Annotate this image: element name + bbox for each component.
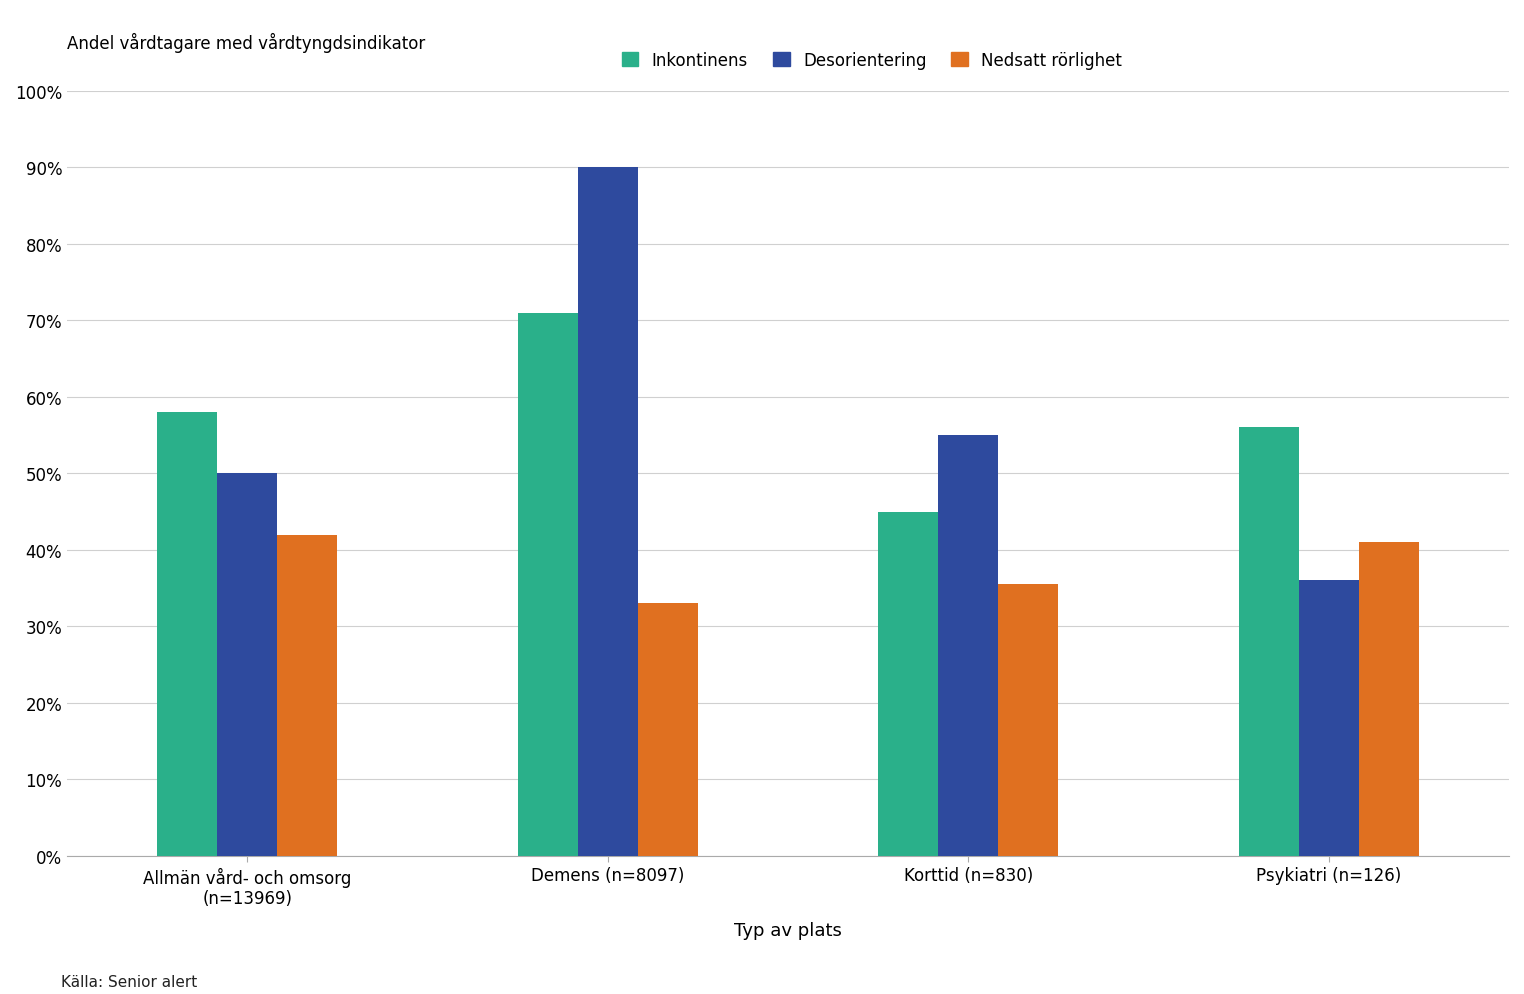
Bar <box>578 168 639 856</box>
Legend: Inkontinens, Desorientering, Nedsatt rörlighet: Inkontinens, Desorientering, Nedsatt rör… <box>616 45 1129 77</box>
Bar <box>639 603 698 856</box>
Bar <box>998 584 1058 856</box>
Text: Källa: Senior alert: Källa: Senior alert <box>61 974 197 989</box>
Bar <box>1359 543 1419 856</box>
Bar <box>218 474 277 856</box>
Bar <box>518 313 578 856</box>
Bar <box>157 413 218 856</box>
Bar <box>277 535 337 856</box>
Bar <box>1239 428 1298 856</box>
X-axis label: Typ av plats: Typ av plats <box>735 921 841 939</box>
Bar <box>1298 580 1359 856</box>
Bar <box>878 512 939 856</box>
Text: Andel vårdtagare med vårdtyngdsindikator: Andel vårdtagare med vårdtyngdsindikator <box>67 33 425 53</box>
Bar <box>939 435 998 856</box>
